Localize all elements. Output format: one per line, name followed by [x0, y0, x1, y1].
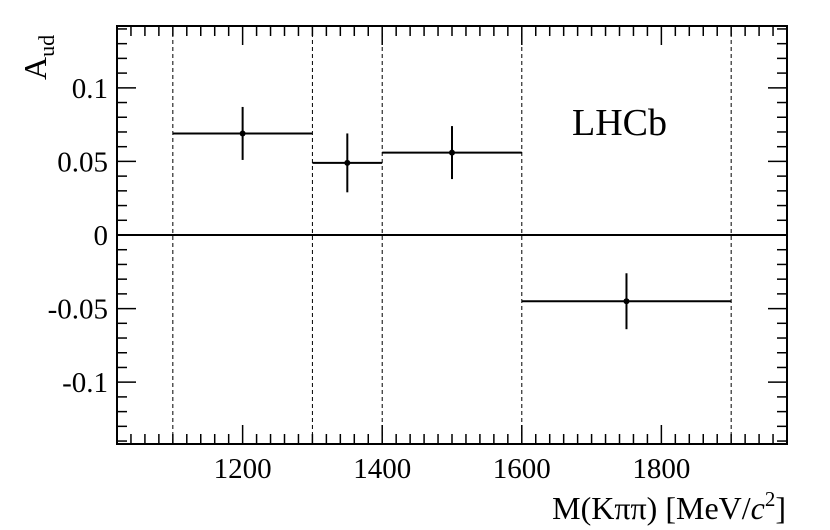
- plot-frame: [116, 25, 788, 445]
- data-point: [521, 273, 732, 330]
- point-marker: [449, 149, 455, 156]
- y-tick-label: -0.1: [62, 367, 108, 399]
- x-axis-title: M(Kππ) [MeV/c2]: [552, 487, 786, 526]
- x-axis-title-sup: 2: [765, 487, 776, 511]
- x-axis-title-main: M(Kππ) [MeV/: [552, 490, 751, 526]
- data-point: [312, 133, 383, 193]
- x-axis-title-italic: c: [751, 490, 765, 526]
- y-tick-label: -0.05: [48, 294, 108, 326]
- y-axis-title-main: A: [17, 57, 53, 80]
- y-axis-title-sub: ud: [34, 35, 59, 57]
- y-tick-labels: 0.1 0.05 0 -0.05 -0.1: [48, 73, 108, 399]
- y-tick-label: 0.05: [57, 146, 108, 178]
- point-marker: [623, 298, 630, 305]
- y-tick-label: 0.1: [72, 73, 108, 105]
- axis-ticks: [117, 26, 787, 444]
- x-tick-label: 1400: [353, 453, 411, 485]
- data-point: [382, 126, 522, 180]
- x-tick-label: 1600: [493, 453, 551, 485]
- point-marker: [239, 130, 246, 137]
- data-point: [172, 106, 313, 160]
- y-tick-label: 0: [94, 220, 109, 252]
- point-marker: [344, 159, 351, 166]
- x-tick-labels: 1200 1400 1600 1800: [214, 453, 691, 485]
- x-axis-title-end: ]: [775, 490, 786, 526]
- x-tick-label: 1200: [214, 453, 272, 485]
- x-tick-label: 1800: [632, 453, 690, 485]
- data-points: [172, 106, 732, 330]
- lhcb-label: LHCb: [572, 102, 667, 144]
- y-axis-title: Aud: [17, 35, 59, 80]
